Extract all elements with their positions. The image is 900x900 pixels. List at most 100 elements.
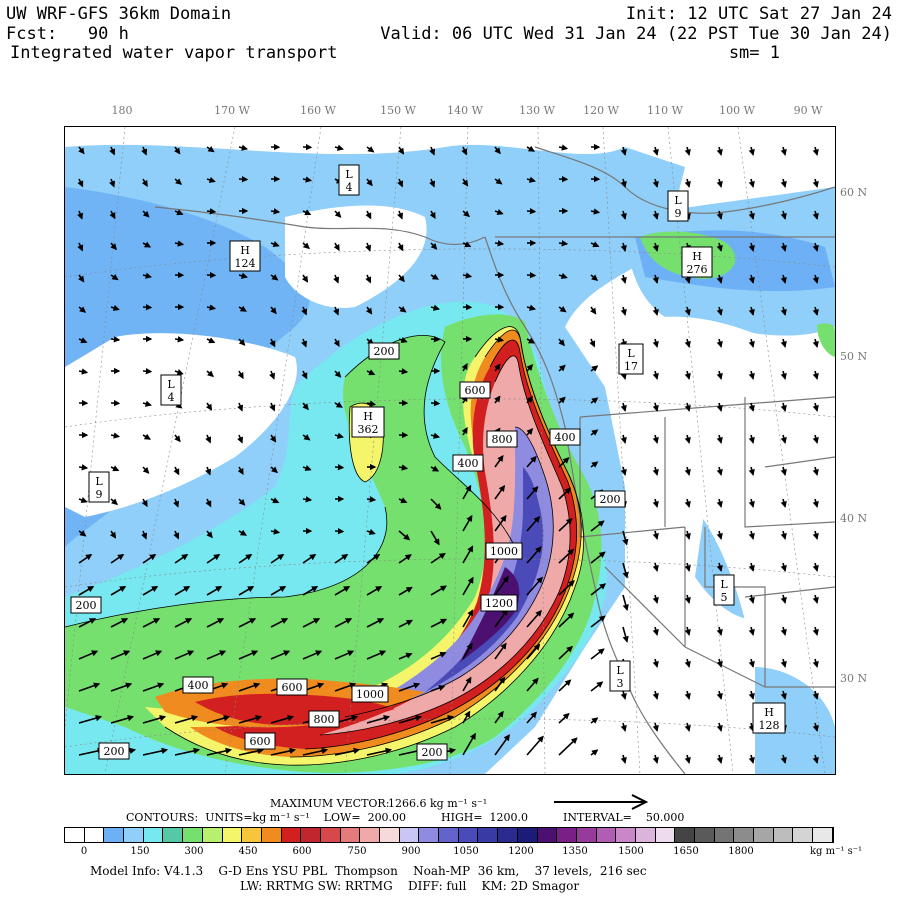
contour-label: 1000 xyxy=(351,685,389,703)
ivt-vector xyxy=(558,679,572,692)
ivt-vector xyxy=(110,273,119,281)
ivt-vector xyxy=(237,434,244,444)
lon-label: 150 W xyxy=(380,104,416,117)
svg-text:128: 128 xyxy=(759,719,780,732)
ivt-vector xyxy=(590,615,606,628)
ivt-vector xyxy=(366,369,376,376)
ivt-vector xyxy=(812,594,819,604)
ivt-vector xyxy=(590,365,599,372)
ivt-vector xyxy=(748,658,755,668)
ivt-vector xyxy=(748,210,755,220)
ivt-vector xyxy=(494,336,505,343)
svg-text:L: L xyxy=(674,194,682,207)
colorbar-tick: 1800 xyxy=(728,846,754,857)
ivt-vector xyxy=(206,747,233,756)
ivt-vector xyxy=(590,583,607,596)
ivt-vector xyxy=(780,594,787,604)
ivt-vector xyxy=(590,717,599,724)
ivt-vector xyxy=(269,402,276,412)
ivt-vector xyxy=(590,274,599,282)
pressure-center: L5 xyxy=(713,574,735,606)
contour-label: 400 xyxy=(452,454,484,472)
ivt-vector xyxy=(494,178,503,185)
ivt-vector xyxy=(334,586,351,596)
colorbar-swatch xyxy=(399,828,420,842)
svg-text:1200: 1200 xyxy=(485,597,513,610)
colorbar-swatch xyxy=(478,828,499,842)
ivt-vector xyxy=(397,146,405,155)
ivt-vector xyxy=(141,178,148,188)
ivt-vector xyxy=(77,242,84,252)
ivt-vector xyxy=(684,594,691,604)
ivt-vector xyxy=(366,400,377,407)
ivt-vector xyxy=(398,530,411,541)
ivt-vector xyxy=(270,497,280,504)
ivt-vector xyxy=(366,146,375,153)
ivt-vector xyxy=(270,715,295,724)
ivt-vector xyxy=(109,146,116,156)
colorbar-tick: 900 xyxy=(401,846,421,857)
ivt-vector xyxy=(430,304,440,311)
ivt-vector xyxy=(526,364,534,372)
ivt-vector xyxy=(430,685,446,692)
colorbar-tick: 1350 xyxy=(562,846,588,857)
svg-text:L: L xyxy=(345,168,353,181)
ivt-vector xyxy=(780,370,787,380)
colorbar-swatch xyxy=(242,828,262,842)
svg-text:362: 362 xyxy=(358,423,379,436)
ivt-vector xyxy=(334,527,345,535)
ivt-vector xyxy=(780,402,787,412)
ivt-vector xyxy=(620,274,627,284)
ivt-vector xyxy=(430,530,440,546)
ivt-vector xyxy=(494,734,510,756)
svg-text:17: 17 xyxy=(624,360,638,373)
ivt-vector xyxy=(526,428,534,436)
ivt-vector xyxy=(748,530,755,540)
ivt-vector xyxy=(110,498,118,506)
ivt-vector xyxy=(365,306,373,315)
ivt-vector xyxy=(334,553,349,564)
ivt-vector xyxy=(558,457,570,468)
ivt-vector xyxy=(430,618,448,628)
ivt-vector xyxy=(109,210,116,220)
ivt-vector xyxy=(780,210,787,220)
contour-label: 200 xyxy=(416,743,448,761)
ivt-vector xyxy=(206,337,216,344)
ivt-vector xyxy=(558,518,573,532)
ivt-vector xyxy=(526,485,539,500)
svg-text:L: L xyxy=(95,475,103,488)
ivt-vector xyxy=(461,146,468,156)
ivt-vector xyxy=(620,402,627,412)
ivt-vector xyxy=(269,338,276,348)
lon-label: 170 W xyxy=(214,104,250,117)
ivt-vector xyxy=(620,690,627,700)
colorbar-tick: 0 xyxy=(80,846,88,857)
ivt-vector xyxy=(558,364,566,372)
ivt-vector xyxy=(334,464,345,471)
ivt-vector xyxy=(78,497,88,504)
ivt-vector xyxy=(78,586,95,596)
ivt-vector xyxy=(333,306,340,316)
ivt-vector xyxy=(526,145,536,152)
valid-time: Valid: 06 UTC Wed 31 Jan 24 (22 PST Tue … xyxy=(380,24,892,44)
ivt-vector xyxy=(494,208,504,215)
ivt-vector xyxy=(334,682,357,692)
svg-text:L: L xyxy=(616,664,624,677)
ivt-vector xyxy=(652,242,659,252)
ivt-vector xyxy=(430,432,441,439)
ivt-vector xyxy=(142,210,150,218)
ivt-vector xyxy=(142,400,152,407)
contour-label: 400 xyxy=(182,676,214,694)
ivt-vector xyxy=(748,242,755,252)
ivt-vector xyxy=(590,461,599,468)
colorbar-tick: 1500 xyxy=(618,846,644,857)
colorbar-swatch xyxy=(635,828,656,842)
svg-text:400: 400 xyxy=(188,679,209,692)
ivt-vector xyxy=(462,732,476,756)
ivt-vector xyxy=(590,429,599,436)
lon-label: 180 xyxy=(111,104,133,117)
ivt-vector xyxy=(716,242,723,252)
ivt-vector xyxy=(812,690,819,700)
contour-labels: 200 400 600 800 1000 1200 200 400 600 80… xyxy=(70,342,626,761)
ivt-vector xyxy=(716,146,723,156)
